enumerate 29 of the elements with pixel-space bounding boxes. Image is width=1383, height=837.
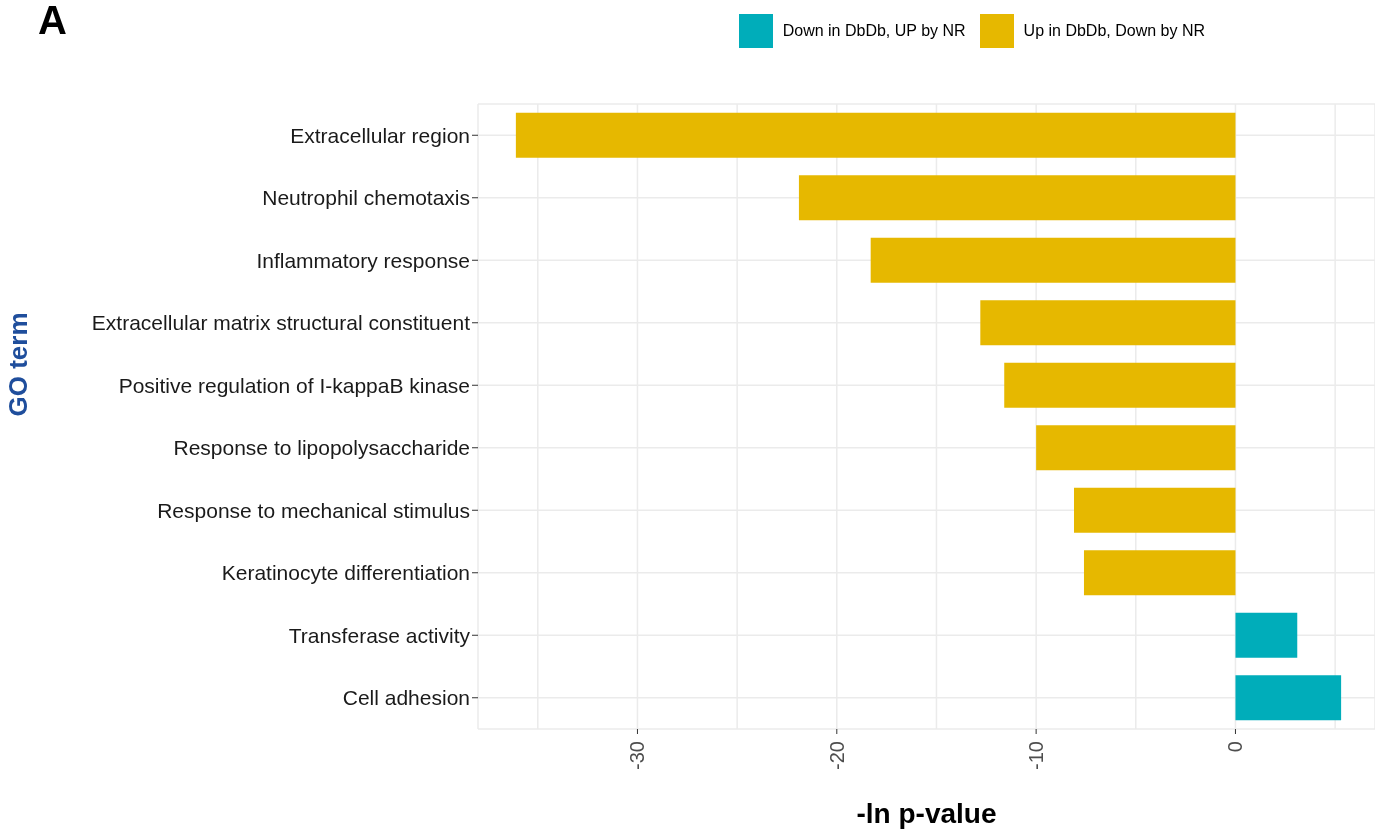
y-tick-label: Response to mechanical stimulus (157, 498, 470, 522)
bar (1004, 362, 1236, 408)
y-tick-label: Inflammatory response (256, 248, 470, 272)
bar (980, 300, 1236, 346)
bar (515, 112, 1236, 158)
text: A (38, 0, 67, 43)
y-tick-label: Neutrophil chemotaxis (262, 186, 470, 210)
legend-label: Down in DbDb, UP by NR (782, 22, 966, 40)
bar (1235, 675, 1342, 721)
y-tick-label: Transferase activity (288, 623, 471, 647)
x-tick-label: -10 (1025, 741, 1048, 770)
x-tick-label: -20 (825, 741, 848, 770)
y-tick-label: Extracellular region (290, 123, 470, 147)
bar (1074, 487, 1236, 533)
bar (1235, 612, 1298, 658)
y-tick-label: Positive regulation of I-kappaB kinase (118, 373, 470, 397)
y-tick-label: Response to lipopolysaccharide (173, 436, 470, 460)
bar (1083, 550, 1236, 596)
y-tick-label: Extracellular matrix structural constituent (91, 311, 471, 335)
y-axis-title: GO term (3, 312, 34, 417)
x-tick-label: -30 (626, 741, 649, 770)
y-tick-label: Keratinocyte differentiation (221, 561, 470, 585)
x-axis-title: -ln p-value (856, 798, 997, 829)
bar (870, 237, 1236, 283)
bar (798, 175, 1236, 221)
bar (1036, 425, 1236, 471)
legend-label: Up in DbDb, Down by NR (1023, 22, 1205, 40)
y-tick-label: Cell adhesion (342, 686, 470, 710)
x-tick-label: 0 (1224, 741, 1247, 753)
